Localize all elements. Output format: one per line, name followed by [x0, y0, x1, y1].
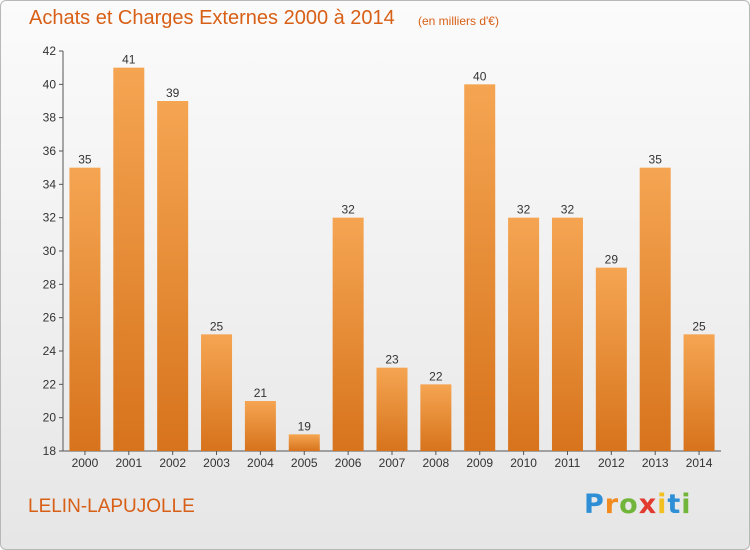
data-label: 32: [561, 203, 575, 217]
y-tick-label: 40: [43, 77, 57, 91]
commune-name: LELIN-LAPUJOLLE: [28, 496, 195, 517]
y-tick-label: 26: [43, 311, 57, 325]
x-tick-label: 2005: [291, 456, 318, 470]
bar: [683, 334, 715, 451]
bar: [508, 217, 540, 451]
data-label: 32: [341, 203, 355, 217]
data-label: 41: [122, 53, 136, 67]
data-label: 22: [429, 369, 443, 383]
y-tick-label: 32: [43, 211, 57, 225]
data-label: 40: [473, 69, 487, 83]
y-tick-label: 42: [43, 44, 57, 58]
x-tick-label: 2014: [686, 456, 713, 470]
value-labels: 35 41 39 25 21 19 32 23 22 40 32 32 29 35 25: [78, 53, 706, 434]
data-label: 21: [254, 386, 268, 400]
data-label: 19: [298, 419, 312, 433]
x-tick-label: 2004: [247, 456, 274, 470]
x-tick-label: 2002: [159, 456, 186, 470]
data-label: 35: [649, 153, 663, 167]
data-label: 29: [605, 253, 619, 267]
chart-subtitle: (en milliers d'€): [418, 14, 499, 28]
x-tick-label: 2007: [379, 456, 406, 470]
y-tick-label: 38: [43, 111, 57, 125]
bar: [420, 384, 452, 451]
x-tick-label: 2012: [598, 456, 625, 470]
data-label: 25: [210, 319, 224, 333]
y-tick-label: 28: [43, 277, 57, 291]
chart-title: Achats et Charges Externes 2000 à 2014: [29, 7, 395, 29]
bar: [551, 217, 583, 451]
axes: 18 20 22 24 26 28 30 32 34 36 38 40 42 2000 2001 2002 20…: [43, 44, 721, 470]
x-tick-label: 2013: [642, 456, 669, 470]
y-tick-label: 20: [43, 411, 57, 425]
y-tick-label: 24: [43, 344, 57, 358]
bar: [244, 401, 276, 451]
x-tick-label: 2000: [72, 456, 99, 470]
bar: [201, 334, 233, 451]
y-tick-label: 36: [43, 144, 57, 158]
x-tick-label: 2009: [466, 456, 493, 470]
bar: [639, 167, 671, 451]
y-tick-label: 18: [43, 444, 57, 458]
x-tick-label: 2003: [203, 456, 230, 470]
data-label: 32: [517, 203, 531, 217]
y-tick-label: 22: [43, 377, 57, 391]
bar: [69, 167, 101, 451]
x-tick-label: 2008: [423, 456, 450, 470]
x-tick-label: 2006: [335, 456, 362, 470]
bar: [332, 217, 364, 451]
data-label: 23: [385, 353, 399, 367]
bar: [288, 434, 320, 451]
bar: [595, 267, 627, 451]
y-tick-label: 30: [43, 244, 57, 258]
bar: [464, 84, 496, 451]
bar: [113, 67, 145, 452]
data-label: 35: [78, 153, 92, 167]
x-tick-label: 2010: [510, 456, 537, 470]
x-tick-label: 2011: [555, 456, 581, 470]
bars: [69, 67, 715, 452]
proxiti-logo: Proxiti: [584, 489, 692, 520]
bar: [157, 101, 189, 451]
y-tick-label: 34: [43, 177, 57, 191]
x-tick-label: 2001: [115, 456, 142, 470]
bar: [376, 367, 408, 451]
data-label: 39: [166, 86, 180, 100]
data-label: 25: [692, 319, 706, 333]
